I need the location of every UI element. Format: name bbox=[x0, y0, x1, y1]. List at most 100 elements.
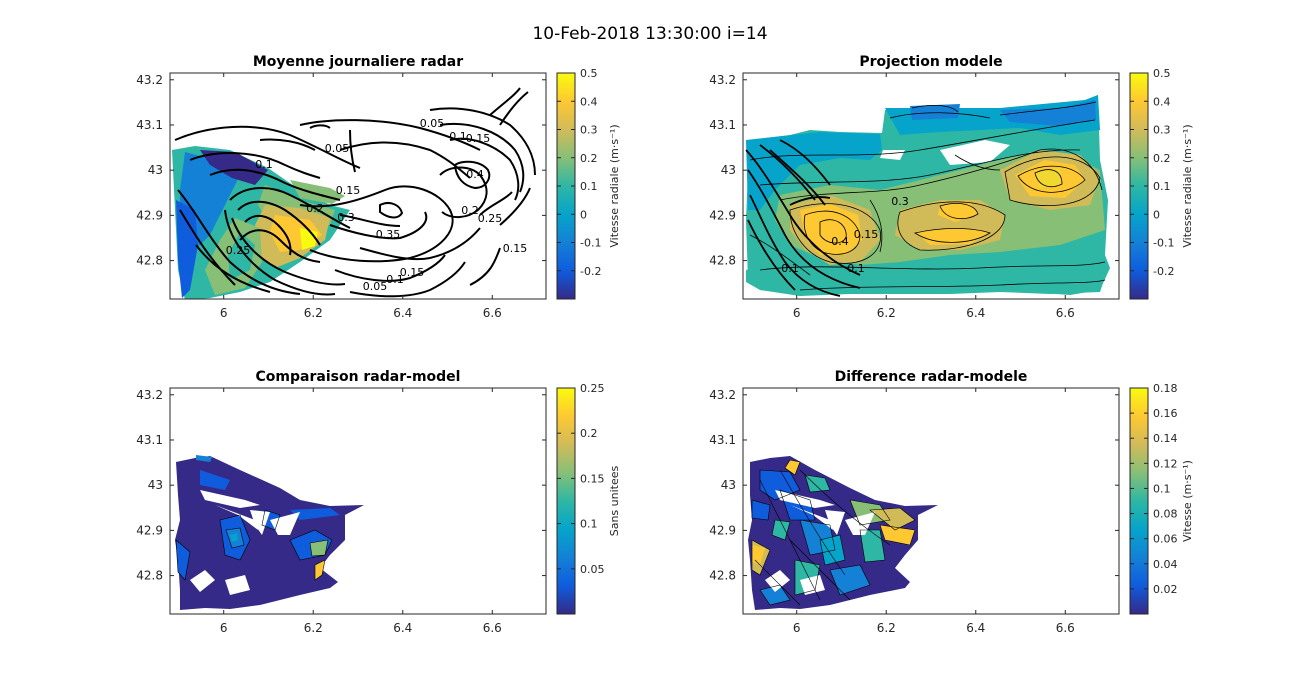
y-tick-label: 42.8 bbox=[709, 569, 736, 583]
x-tick-label: 6.4 bbox=[393, 306, 412, 320]
colorbar-tick-label: 0.05 bbox=[580, 563, 605, 576]
figure-suptitle: 10-Feb-2018 13:30:00 i=14 bbox=[532, 24, 767, 44]
colorbar-tick-label: 0.04 bbox=[1153, 558, 1178, 571]
colorbar-label: Sans unitees bbox=[608, 465, 621, 536]
colorbar-tick-label: 0.3 bbox=[580, 124, 598, 137]
panel-radar-mean: Moyenne journaliere radar bbox=[136, 54, 547, 320]
x-tick-label: 6 bbox=[793, 621, 801, 635]
colorbar-tick-label: 0.4 bbox=[580, 95, 598, 108]
contour-fill bbox=[746, 95, 1110, 296]
colorbar: -0.2 -0.1 0 0.1 0.2 0.3 0.4 0.5 Vitesse radiale … bbox=[556, 67, 621, 300]
colorbar-label: Vitesse (m·s⁻¹) bbox=[1181, 460, 1194, 542]
panel-difference: Difference radar-modele bbox=[709, 369, 1120, 635]
x-tick-label: 6.4 bbox=[393, 621, 412, 635]
y-tick-label: 42.8 bbox=[709, 254, 736, 268]
x-tick-label: 6.2 bbox=[877, 306, 896, 320]
contour-label: 0.25 bbox=[226, 244, 251, 257]
contour-label: 0.15 bbox=[503, 242, 528, 255]
colorbar-tick-label: -0.1 bbox=[1153, 237, 1174, 250]
panel-title: Comparaison radar-model bbox=[256, 369, 461, 385]
y-tick-label: 42.8 bbox=[136, 254, 163, 268]
contour-label: 0.1 bbox=[781, 262, 799, 275]
colorbar-label: Vitesse radiale (m·s⁻¹) bbox=[608, 124, 621, 247]
colorbar-tick-label: 0.1 bbox=[1153, 482, 1171, 495]
colorbar-tick-label: 0.3 bbox=[1153, 124, 1171, 137]
colorbar-tick-label: 0.1 bbox=[1153, 180, 1171, 193]
colorbar-gradient bbox=[556, 387, 576, 615]
x-tick-label: 6 bbox=[793, 306, 801, 320]
y-tick-label: 42.8 bbox=[136, 569, 163, 583]
colorbar-tick-label: 0.15 bbox=[580, 472, 605, 485]
axes: 6 6.2 6.4 6.6 42.8 42.9 43 43.1 43.2 bbox=[136, 387, 547, 635]
colorbar-tick-label: 0.18 bbox=[1153, 382, 1178, 395]
colorbar-tick-label: -0.2 bbox=[1153, 265, 1174, 278]
panel-comparison: Comparaison radar-model bbox=[136, 369, 547, 635]
axes-box bbox=[169, 387, 547, 615]
y-tick-label: 43.2 bbox=[136, 388, 163, 402]
colorbar-tick-label: 0.14 bbox=[1153, 432, 1178, 445]
colorbar-gradient bbox=[1129, 387, 1149, 615]
colorbar: -0.2 -0.1 0 0.1 0.2 0.3 0.4 0.5 Vitesse radiale … bbox=[1129, 67, 1194, 300]
contour-labels: 0.1 0.05 0.05 0.15 0.3 0.35 0.1 0.15 0.4… bbox=[226, 117, 528, 293]
colorbar-tick-label: 0.25 bbox=[580, 382, 605, 395]
contour-label: 0.15 bbox=[854, 228, 879, 241]
contour-label: 0.35 bbox=[376, 228, 401, 241]
contour-labels: 0.3 0.4 0.15 0.1 0.1 bbox=[781, 195, 909, 275]
y-tick-label: 43 bbox=[721, 478, 736, 492]
colorbar-tick-label: 0.5 bbox=[580, 67, 598, 80]
colorbar-tick-label: -0.2 bbox=[580, 265, 601, 278]
colorbar-tick-label: 0.1 bbox=[580, 518, 598, 531]
colorbar: 0.02 0.04 0.06 0.08 0.1 0.12 0.14 0.16 0.18 Vites… bbox=[1129, 382, 1194, 615]
contour-label: 0.2 bbox=[461, 204, 479, 217]
contour-label: 0.3 bbox=[337, 211, 355, 224]
contour-label: 0.05 bbox=[420, 117, 445, 130]
y-tick-label: 43 bbox=[148, 478, 163, 492]
contour-label: 0.15 bbox=[400, 266, 425, 279]
x-tick-label: 6.2 bbox=[304, 306, 323, 320]
contour-label: 0.15 bbox=[466, 132, 491, 145]
contour-fill bbox=[748, 456, 938, 610]
x-tick-label: 6.2 bbox=[877, 621, 896, 635]
contour-label: 0.1 bbox=[255, 158, 273, 171]
x-tick-label: 6.2 bbox=[304, 621, 323, 635]
colorbar-tick-label: 0.2 bbox=[580, 427, 598, 440]
y-tick-label: 43.1 bbox=[709, 118, 736, 132]
contour-label: 0.25 bbox=[478, 212, 503, 225]
contour-lines-thin bbox=[749, 101, 1106, 291]
x-tick-label: 6.4 bbox=[966, 306, 985, 320]
colorbars: -0.2 -0.1 0 0.1 0.2 0.3 0.4 0.5 Vitesse radiale … bbox=[556, 67, 1194, 615]
panel-title: Difference radar-modele bbox=[835, 369, 1028, 385]
panel-title: Projection modele bbox=[859, 54, 1002, 70]
y-tick-label: 43.1 bbox=[136, 118, 163, 132]
contour-lines bbox=[751, 459, 916, 606]
axes: 6 6.2 6.4 6.6 42.8 42.9 43 43.1 43.2 bbox=[136, 72, 547, 320]
colorbar-tick-label: 0.02 bbox=[1153, 583, 1178, 596]
contour-label: 0.2 bbox=[306, 202, 324, 215]
contour-lines-bold bbox=[745, 139, 861, 297]
colorbar-tick-label: 0.4 bbox=[1153, 95, 1171, 108]
y-tick-label: 43.2 bbox=[709, 388, 736, 402]
colorbar-tick-label: 0 bbox=[580, 208, 587, 221]
colorbar-tick-label: 0.16 bbox=[1153, 407, 1178, 420]
contour-label: 0.05 bbox=[325, 142, 350, 155]
colorbar-tick-label: 0.2 bbox=[580, 152, 598, 165]
colorbar-label: Vitesse radiale (m·s⁻¹) bbox=[1181, 124, 1194, 247]
x-tick-label: 6.6 bbox=[1056, 306, 1075, 320]
colorbar-tick-label: 0.2 bbox=[1153, 152, 1171, 165]
x-tick-label: 6.6 bbox=[1056, 621, 1075, 635]
y-tick-label: 43 bbox=[148, 163, 163, 177]
y-tick-label: 42.9 bbox=[136, 523, 163, 537]
y-tick-label: 43 bbox=[721, 163, 736, 177]
contour-lines bbox=[175, 509, 333, 581]
colorbar-tick-label: 0.5 bbox=[1153, 67, 1171, 80]
contour-label: 0.15 bbox=[336, 184, 361, 197]
axes-box bbox=[742, 387, 1120, 615]
panel-model-projection: Projection modele bbox=[709, 54, 1120, 320]
y-tick-label: 43.1 bbox=[136, 433, 163, 447]
contour-label: 0.3 bbox=[891, 195, 909, 208]
colorbar-tick-label: 0.08 bbox=[1153, 508, 1178, 521]
x-tick-label: 6 bbox=[220, 306, 228, 320]
contour-label: 0.4 bbox=[466, 168, 484, 181]
y-tick-label: 43.2 bbox=[709, 73, 736, 87]
